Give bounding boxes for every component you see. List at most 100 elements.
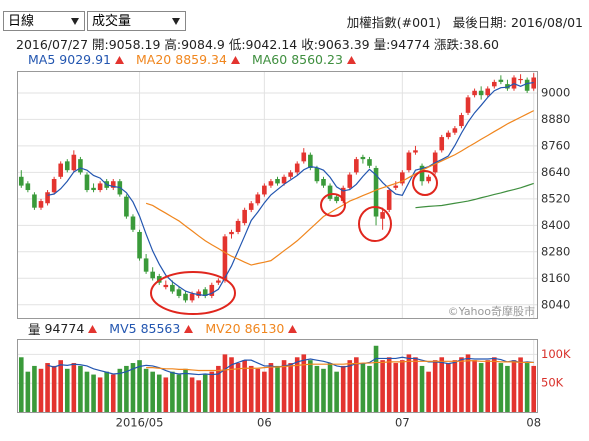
y-tick-label: 8280 [541, 244, 570, 258]
candle-body [281, 176, 287, 184]
volume-bar [452, 360, 458, 412]
volume-bar [360, 363, 366, 412]
volume-bar [150, 371, 155, 412]
volume-bar [327, 363, 333, 412]
volume-bar [248, 365, 254, 412]
legend-value: 94774 [44, 321, 85, 336]
period-label: 日線 [8, 14, 35, 29]
volume-bar [373, 345, 379, 412]
up-arrow [230, 55, 240, 64]
volume-legend: 量 94774 MV5 85563 MV20 86130 [28, 319, 309, 338]
volume-bar [465, 354, 471, 412]
volume-bar [25, 371, 31, 412]
candle-body [110, 181, 116, 188]
x-tick-label: 2016/05 [116, 416, 164, 430]
candle-body [367, 159, 372, 166]
volume-bar [275, 365, 280, 412]
ma-line [415, 182, 534, 209]
candle-body [400, 172, 405, 184]
x-tick-label: 06 [257, 416, 272, 430]
volume-bar [64, 368, 70, 412]
volume-bar [176, 374, 182, 412]
volume-bar [71, 363, 77, 412]
volume-bar [110, 374, 116, 412]
legend-name: MA5 [28, 52, 56, 67]
legend-name: MV20 [205, 321, 241, 336]
volume-bar [347, 360, 353, 412]
volume-bar [235, 363, 241, 412]
candle-body [196, 291, 201, 296]
volume-bar [163, 377, 169, 412]
volume-bar [32, 365, 37, 412]
candle-body [334, 196, 339, 202]
legend-item: MA20 8859.34 [136, 52, 240, 67]
candle-body [170, 284, 175, 292]
candle-body [130, 216, 136, 230]
volume-bar [91, 374, 96, 412]
candle-body [491, 81, 497, 87]
candle-body [478, 90, 484, 96]
up-arrow-shape [230, 55, 240, 64]
volume-bar [229, 357, 234, 412]
volume-bar [156, 374, 162, 412]
candle-body [51, 179, 57, 193]
candle-body [472, 90, 477, 96]
period-select[interactable]: 日線 [3, 11, 85, 31]
annotation-circle [150, 271, 236, 315]
candle-body [459, 115, 464, 127]
candle-body [25, 183, 31, 191]
ma-line [47, 356, 534, 376]
volume-bar [321, 368, 326, 412]
annotation-circle [320, 193, 346, 217]
candle-body [301, 152, 307, 162]
candle-body [222, 236, 228, 281]
indicator-select[interactable]: 成交量 [87, 11, 186, 31]
candle-body [452, 128, 458, 133]
legend-value: 8859.34 [175, 52, 227, 67]
candle-body [406, 152, 412, 171]
up-arrow-shape [184, 324, 194, 333]
candle-body [327, 185, 333, 199]
volume-bar [104, 371, 109, 412]
candle-body [354, 159, 359, 173]
volume-bar [196, 380, 201, 412]
volume-bar [367, 365, 372, 412]
candle-body [45, 192, 50, 204]
quote-line: 2016/07/27 開:9058.19 高:9084.9 低:9042.14 … [16, 37, 500, 52]
volume-bar [340, 365, 346, 412]
candle-body [505, 84, 510, 89]
volume-bar [170, 371, 175, 412]
symbol-info: 加權指數(#001) 最後日期: 2016/08/01 [347, 12, 583, 31]
candle-body [209, 284, 215, 296]
candle-body [360, 156, 366, 160]
volume-bar [58, 360, 64, 412]
volume-bar [419, 365, 425, 412]
ma-line [146, 360, 534, 372]
up-arrow-shape [288, 324, 298, 333]
volume-bar [478, 363, 484, 412]
legend-item: 量 94774 [28, 319, 98, 338]
candle-body [150, 271, 155, 279]
up-arrow [88, 324, 98, 333]
volume-bar [498, 363, 504, 412]
candle-body [242, 209, 247, 224]
candle-body [439, 137, 445, 151]
legend-item: MA60 8560.23 [252, 52, 356, 67]
volume-bar [400, 360, 405, 412]
volume-bar [262, 371, 267, 412]
candle-body [163, 284, 169, 288]
y-tick-label: 8520 [541, 191, 570, 205]
candle-body [183, 293, 188, 301]
volume-bar [439, 357, 445, 412]
up-arrow [346, 55, 356, 64]
volume-bar [242, 360, 247, 412]
legend-value: 86130 [244, 321, 285, 336]
candle-body [248, 203, 254, 210]
volume-bar [183, 368, 188, 412]
candle-body [373, 167, 379, 217]
dropdown-arrow [71, 18, 79, 25]
candle-body [465, 97, 471, 113]
candle-body [524, 79, 530, 91]
candle-body [308, 154, 313, 168]
last-date: 最後日期: 2016/08/01 [452, 15, 583, 30]
